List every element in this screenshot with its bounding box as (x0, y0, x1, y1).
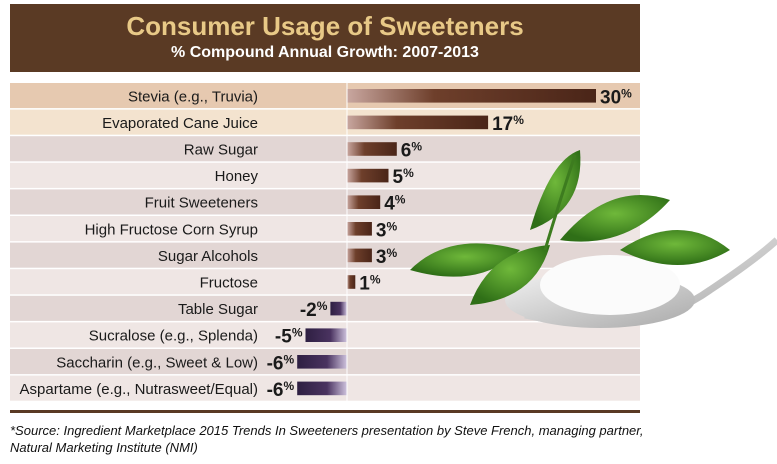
row-band (10, 162, 640, 188)
value-label: 3% (376, 246, 398, 268)
value-label: 5% (393, 166, 415, 188)
value-label: 30% (600, 86, 632, 108)
value-label: 4% (384, 193, 406, 215)
bar (347, 275, 356, 289)
bar (305, 328, 347, 342)
footer-rule (10, 410, 640, 413)
value-label: 6% (401, 140, 423, 162)
bar (347, 248, 372, 263)
category-label: High Fructose Corn Syrup (85, 221, 258, 238)
category-label: Evaporated Cane Juice (102, 115, 258, 132)
category-label: Raw Sugar (184, 142, 258, 159)
category-label: Sugar Alcohols (158, 248, 258, 265)
row-band (10, 136, 640, 162)
value-label: -6% (267, 352, 295, 374)
category-label: Saccharin (e.g., Sweet & Low) (56, 354, 258, 371)
stevia-leaves-spoon-image (410, 150, 777, 328)
value-label: -6% (267, 379, 295, 401)
bar (330, 301, 347, 316)
bar (297, 355, 347, 369)
category-label: Stevia (e.g., Truvia) (128, 88, 258, 105)
value-label: -5% (275, 326, 303, 348)
bar (347, 195, 381, 209)
category-label: Table Sugar (178, 301, 258, 318)
value-label: 17% (492, 113, 524, 135)
category-label: Honey (215, 168, 259, 185)
category-label: Fruit Sweeteners (145, 195, 258, 212)
value-label: -2% (300, 299, 328, 321)
bar (347, 222, 372, 236)
value-label: 3% (376, 219, 398, 241)
bar (297, 381, 347, 396)
chart-header: Consumer Usage of Sweeteners % Compound … (10, 4, 640, 72)
bar (347, 168, 389, 183)
row-band (10, 109, 640, 135)
category-label: Fructose (200, 275, 258, 292)
bar (347, 89, 596, 103)
value-label: 1% (359, 273, 381, 295)
bar (347, 142, 397, 156)
row-band (10, 189, 640, 215)
bar (347, 115, 489, 130)
chart-title: Consumer Usage of Sweeteners (126, 11, 524, 41)
category-label: Sucralose (e.g., Splenda) (89, 328, 258, 345)
category-label: Aspartame (e.g., Nutrasweet/Equal) (20, 381, 258, 398)
chart-subtitle: % Compound Annual Growth: 2007-2013 (171, 44, 479, 61)
source-note: *Source: Ingredient Marketplace 2015 Tre… (10, 423, 644, 455)
